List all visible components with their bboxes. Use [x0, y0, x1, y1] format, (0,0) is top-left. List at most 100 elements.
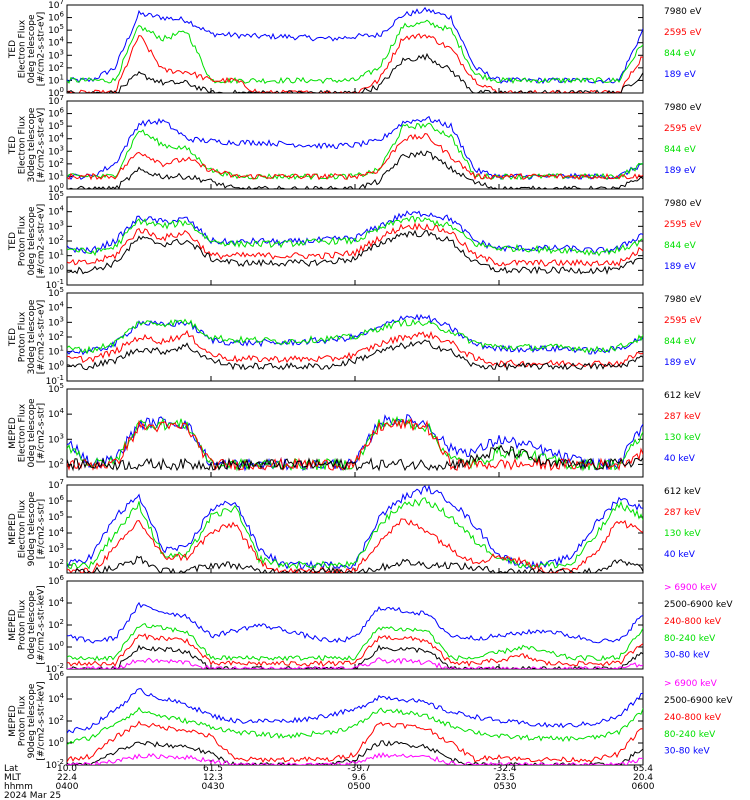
- footer-date: 2024 Mar 25: [4, 791, 61, 800]
- series-line-2-0: [67, 210, 643, 256]
- y-tick-label-6-3: 104: [48, 596, 64, 609]
- legend-entry-2-3: 189 eV: [664, 262, 697, 272]
- legend-entry-6-4: 30-80 keV: [664, 651, 710, 661]
- series-line-7-2: [67, 720, 643, 763]
- y-axis-label-line-7-1: Proton Flux: [18, 695, 28, 746]
- y-tick-label-5-1: 103: [48, 542, 64, 555]
- y-axis-label-line-7-2: 90deg telescope: [27, 683, 37, 758]
- y-axis-label-5: MEPED Electron Flux 90deg telescope [#/cm2-…: [8, 491, 47, 566]
- y-tick-label-3-6: 105: [48, 286, 64, 299]
- y-axis-label-line-1-3: [#/cm2-s-str-eV]: [37, 108, 47, 183]
- legend-entry-7-4: 30-80 keV: [664, 747, 710, 757]
- y-axis-label-2: TED Proton Flux 0deg telescope [#/cm2-s-str…: [8, 204, 47, 279]
- y-tick-label-3-1: 100: [48, 359, 64, 372]
- series-line-4-3: [67, 444, 643, 472]
- y-tick-label-1-2: 102: [48, 157, 64, 170]
- y-axis-label-line-3-0: TED: [8, 328, 18, 347]
- y-tick-label-4-3: 105: [48, 382, 64, 395]
- legend-entry-0-1: 2595 eV: [664, 28, 702, 38]
- legend-entry-3-3: 189 eV: [664, 358, 697, 368]
- y-tick-label-2-3: 102: [48, 234, 64, 247]
- y-tick-label-3-2: 101: [48, 345, 64, 358]
- y-tick-label-7-3: 104: [48, 692, 64, 705]
- y-axis-label-line-5-1: Electron Flux: [18, 499, 28, 558]
- footer-row-label-lat: Lat: [4, 764, 19, 774]
- legend-entry-4-3: 40 keV: [664, 454, 696, 464]
- y-tick-label-3-5: 104: [48, 301, 64, 314]
- series-line-7-1: [67, 706, 643, 746]
- y-axis-label-line-7-0: MEPED: [8, 705, 18, 737]
- legend-entry-0-2: 844 eV: [664, 49, 697, 59]
- y-axis-label-3: TED Proton Flux 30deg telescope [#/cm2-s-st…: [8, 299, 47, 374]
- y-tick-label-7-0: 10-2: [46, 758, 64, 771]
- legend-entry-7-0: > 6900 keV: [664, 679, 718, 689]
- y-tick-label-1-6: 106: [48, 107, 64, 120]
- legend-entry-6-3: 80-240 keV: [664, 634, 716, 644]
- y-axis-label-line-1-2: 30deg telescope: [27, 107, 37, 182]
- legend-entry-6-2: 240-800 keV: [664, 617, 722, 627]
- legend-entry-4-0: 612 keV: [664, 391, 701, 401]
- y-tick-label-6-4: 106: [48, 574, 64, 587]
- y-tick-label-7-2: 102: [48, 714, 64, 727]
- y-axis-label-line-5-0: MEPED: [8, 513, 18, 545]
- legend-entry-1-2: 844 eV: [664, 145, 697, 155]
- series-line-2-3: [67, 229, 643, 275]
- y-axis-label-line-4-2: 0deg telescope: [27, 398, 37, 468]
- y-tick-label-6-2: 102: [48, 618, 64, 631]
- legend-entry-5-1: 287 keV: [664, 508, 701, 518]
- y-axis-label-1: TED Electron Flux 30deg telescope [#/cm2-s-…: [8, 107, 47, 182]
- legend-entry-1-3: 189 eV: [664, 166, 697, 176]
- y-axis-label-line-6-2: 0deg telescope: [27, 590, 37, 660]
- y-tick-label-1-5: 105: [48, 119, 64, 132]
- legend-entry-5-3: 40 keV: [664, 550, 696, 560]
- footer-hhmm-4: 0600: [632, 782, 655, 792]
- series-line-7-0: [67, 688, 643, 734]
- y-axis-label-line-5-3: [#/cm2-s-str]: [37, 499, 47, 559]
- y-tick-label-2-6: 105: [48, 190, 64, 203]
- series-line-6-4: [67, 657, 643, 669]
- footer-lat-2: -39.7: [347, 764, 370, 774]
- legend-entry-7-1: 2500-6900 keV: [664, 696, 733, 706]
- y-tick-label-2-4: 103: [48, 219, 64, 232]
- y-tick-label-2-1: 100: [48, 263, 64, 276]
- series-line-2-2: [67, 222, 643, 267]
- y-tick-label-5-2: 104: [48, 526, 64, 539]
- legend-entry-1-1: 2595 eV: [664, 124, 702, 134]
- series-line-7-4: [67, 751, 643, 765]
- y-tick-label-0-1: 101: [48, 73, 64, 86]
- footer-lat-1: 61.5: [203, 764, 223, 774]
- y-tick-label-1-1: 101: [48, 169, 64, 182]
- y-tick-label-0-4: 104: [48, 36, 64, 49]
- legend-entry-2-0: 7980 eV: [664, 199, 702, 209]
- footer-row-label-mlt: MLT: [4, 773, 22, 783]
- y-tick-label-7-1: 100: [48, 736, 64, 749]
- legend-entry-3-1: 2595 eV: [664, 316, 702, 326]
- legend-entry-7-3: 80-240 keV: [664, 730, 716, 740]
- panel-frame-7: [66, 676, 644, 766]
- y-tick-label-6-1: 100: [48, 640, 64, 653]
- footer-mlt-3: 23.5: [495, 773, 515, 783]
- series-line-0-1: [67, 19, 643, 85]
- y-axis-label-line-7-3: [#/cm2-s-str-keV]: [37, 681, 47, 760]
- y-tick-label-4-0: 102: [48, 457, 64, 470]
- y-tick-label-4-2: 104: [48, 407, 64, 420]
- series-line-0-3: [67, 52, 643, 93]
- y-tick-label-5-5: 107: [48, 478, 64, 491]
- footer-lat-0: 10.0: [57, 764, 77, 774]
- y-tick-label-5-0: 102: [48, 558, 64, 571]
- y-axis-label-line-2-2: 0deg telescope: [27, 206, 37, 276]
- y-axis-label-line-4-1: Electron Flux: [18, 403, 28, 462]
- legend-entry-0-0: 7980 eV: [664, 7, 702, 17]
- y-axis-label-line-3-1: Proton Flux: [18, 311, 28, 362]
- legend-entry-3-0: 7980 eV: [664, 295, 702, 305]
- y-tick-label-5-3: 105: [48, 510, 64, 523]
- y-axis-label-line-2-0: TED: [8, 232, 18, 251]
- y-axis-label-0: TED Electron Flux 0deg telescope [#/cm2-s-s…: [8, 12, 47, 87]
- y-axis-label-6: MEPED Proton Flux 0deg telescope [#/cm2-s-s…: [8, 585, 47, 664]
- series-line-3-3: [67, 339, 643, 372]
- y-axis-label-line-0-2: 0deg telescope: [27, 14, 37, 84]
- legend-entry-4-1: 287 keV: [664, 412, 701, 422]
